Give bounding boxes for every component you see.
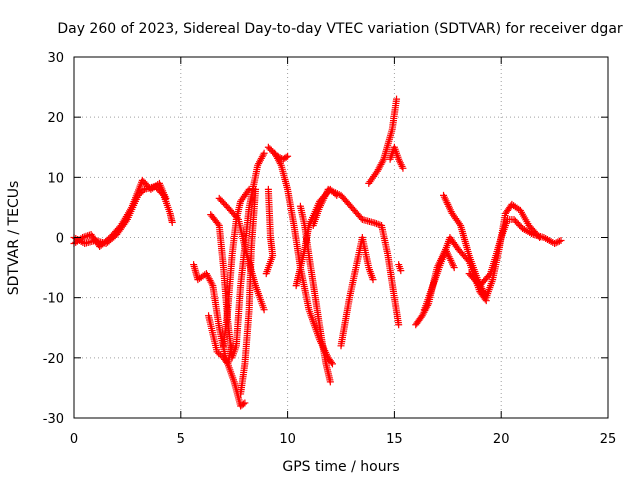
grid <box>74 57 608 418</box>
series-arc-22 <box>465 215 565 290</box>
data-point <box>326 378 334 386</box>
series-arc-12 <box>296 202 334 386</box>
data-point <box>397 267 405 275</box>
data-point <box>237 390 245 398</box>
y-tick-label: 20 <box>47 111 64 126</box>
series-arc-5 <box>207 149 268 362</box>
series-arc-18 <box>395 261 405 275</box>
series-arc-17 <box>386 143 407 172</box>
data-point <box>450 264 458 272</box>
data-point <box>162 194 170 202</box>
data-point <box>555 237 563 245</box>
y-axis-label: SDTVAR / TECUs <box>6 181 22 296</box>
data-point <box>369 218 377 226</box>
data-point <box>372 220 380 228</box>
y-tick-label: 0 <box>56 232 64 247</box>
data-point <box>282 153 290 161</box>
x-tick-label: 0 <box>70 432 78 447</box>
series-arc-16 <box>365 95 401 187</box>
data-point <box>395 321 403 329</box>
y-tick-label: -10 <box>43 292 64 307</box>
series-arc-15 <box>337 234 377 350</box>
data-point <box>276 160 284 168</box>
data-points <box>70 95 565 410</box>
data-point <box>168 218 176 226</box>
data-point <box>551 240 559 248</box>
data-point <box>485 271 493 279</box>
series-arc-2 <box>70 176 170 251</box>
data-point <box>80 233 88 241</box>
series-arc-14 <box>309 185 403 329</box>
data-point <box>215 349 223 357</box>
y-tick-label: -30 <box>43 412 64 427</box>
data-point <box>213 348 221 356</box>
data-point <box>284 152 292 160</box>
data-point <box>379 157 387 165</box>
data-point <box>557 237 565 245</box>
data-point <box>393 95 401 103</box>
data-point <box>259 151 267 159</box>
data-point <box>260 149 268 157</box>
data-point <box>554 238 562 246</box>
data-point <box>82 232 90 240</box>
data-point <box>241 399 249 407</box>
data-point <box>552 239 560 247</box>
data-point <box>214 220 222 228</box>
y-ticks: -30 -20 -10 0 10 20 30 <box>43 51 608 427</box>
x-tick-label: 25 <box>600 432 617 447</box>
data-point <box>328 360 336 368</box>
y-tick-label: -20 <box>43 352 64 367</box>
series-arc-4 <box>205 312 236 368</box>
data-point <box>233 214 241 222</box>
x-tick-label: 15 <box>386 432 403 447</box>
chart-title: Day 260 of 2023, Sidereal Day-to-day VTE… <box>57 21 623 37</box>
data-point <box>208 280 216 288</box>
x-tick-label: 10 <box>279 432 296 447</box>
data-point <box>239 400 247 408</box>
series-arc-10 <box>262 185 277 278</box>
data-point <box>245 185 253 193</box>
x-ticks: 0 5 10 15 20 25 <box>70 57 616 447</box>
y-tick-label: 30 <box>47 51 64 66</box>
x-tick-label: 20 <box>493 432 510 447</box>
data-point <box>374 220 382 228</box>
data-point <box>455 220 463 228</box>
x-tick-label: 5 <box>177 432 185 447</box>
x-axis-label: GPS time / hours <box>282 459 399 475</box>
y-tick-label: 10 <box>47 171 64 186</box>
data-point <box>371 219 379 227</box>
series-arc-13 <box>292 185 341 290</box>
data-point <box>244 187 252 195</box>
data-point <box>399 164 407 172</box>
data-point <box>260 306 268 314</box>
series-arc-8 <box>237 185 260 398</box>
data-point <box>216 351 224 359</box>
data-point <box>262 270 270 278</box>
data-point <box>369 276 377 284</box>
